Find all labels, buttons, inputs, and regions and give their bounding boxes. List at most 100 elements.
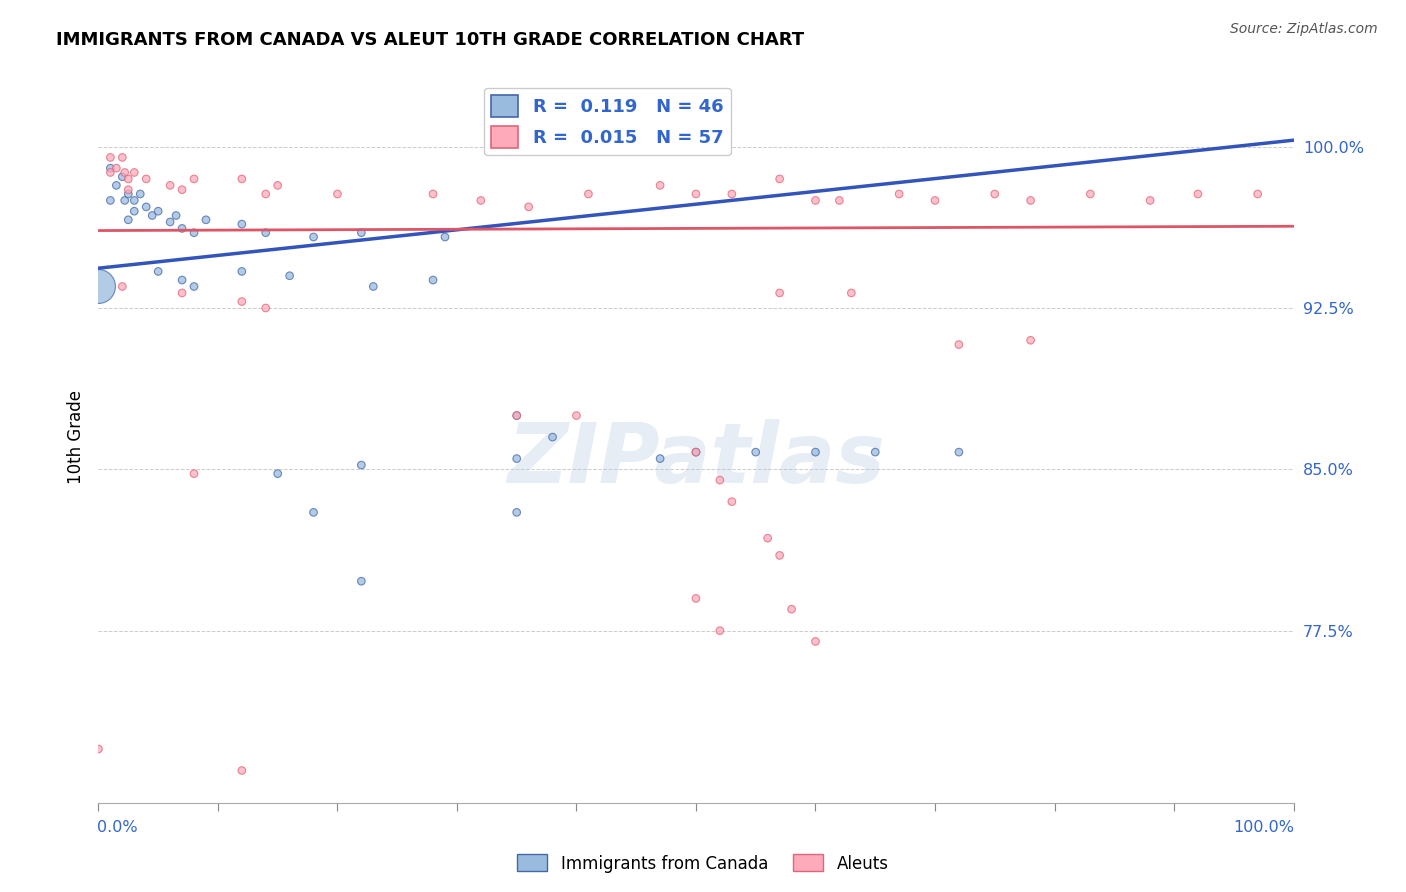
Point [111,169,134,184]
Point [768,172,790,186]
Point [105,178,128,193]
Point [804,194,827,208]
Point [839,285,862,300]
Point [685,445,707,459]
Point [889,186,911,201]
Point [1080,186,1102,201]
Point [363,279,385,293]
Point [756,531,779,545]
Point [350,574,373,589]
Point [172,273,194,287]
Point [1019,194,1042,208]
Point [98,165,122,179]
Point [685,591,707,606]
Point [98,194,122,208]
Point [124,204,146,219]
Point [422,186,444,201]
Point [114,165,136,179]
Text: ZIPatlas: ZIPatlas [508,418,884,500]
Text: Source: ZipAtlas.com: Source: ZipAtlas.com [1230,22,1378,37]
Point [506,409,529,423]
Point [124,165,146,179]
Point [948,445,970,459]
Point [148,264,170,278]
Point [302,230,325,244]
Point [506,505,529,519]
Text: 100.0%: 100.0% [1233,820,1295,835]
Point [506,451,529,466]
Point [267,467,290,481]
Point [267,178,290,193]
Text: 0.0%: 0.0% [97,820,138,835]
Point [135,172,157,186]
Point [172,285,194,300]
Point [948,337,970,351]
Point [141,209,163,223]
Point [231,294,253,309]
Point [148,204,170,219]
Point [1139,194,1161,208]
Point [433,230,456,244]
Legend: R =  0.119   N = 46, R =  0.015   N = 57: R = 0.119 N = 46, R = 0.015 N = 57 [484,87,731,155]
Point [87,279,110,293]
Point [768,285,790,300]
Point [804,445,827,459]
Point [231,172,253,186]
Point [254,186,277,201]
Point [721,494,744,508]
Point [159,215,181,229]
Point [183,226,205,240]
Point [254,301,277,315]
Point [470,194,492,208]
Point [709,473,731,487]
Point [172,183,194,197]
Legend: Immigrants from Canada, Aleuts: Immigrants from Canada, Aleuts [510,847,896,880]
Point [165,209,187,223]
Point [117,186,139,201]
Point [517,200,540,214]
Point [863,445,886,459]
Point [135,200,157,214]
Point [1187,186,1209,201]
Point [924,194,946,208]
Point [576,186,599,201]
Point [1246,186,1268,201]
Point [124,194,146,208]
Point [183,279,205,293]
Point [768,549,790,563]
Point [278,268,301,283]
Point [745,445,768,459]
Point [648,178,672,193]
Point [87,742,110,756]
Point [648,451,672,466]
Point [105,161,128,176]
Point [685,186,707,201]
Point [326,186,349,201]
Point [541,430,564,444]
Point [117,172,139,186]
Point [98,161,122,176]
Point [183,467,205,481]
Point [254,226,277,240]
Point [780,602,803,616]
Point [709,624,731,638]
Point [183,172,205,186]
Point [231,764,253,778]
Point [194,212,217,227]
Point [231,264,253,278]
Point [117,212,139,227]
Point [422,273,444,287]
Point [114,194,136,208]
Point [231,217,253,231]
Point [506,409,529,423]
Point [804,634,827,648]
Point [350,458,373,472]
Point [983,186,1005,201]
Point [172,221,194,235]
Point [111,150,134,164]
Point [1019,333,1042,347]
Point [350,226,373,240]
Point [721,186,744,201]
Point [685,445,707,459]
Point [111,279,134,293]
